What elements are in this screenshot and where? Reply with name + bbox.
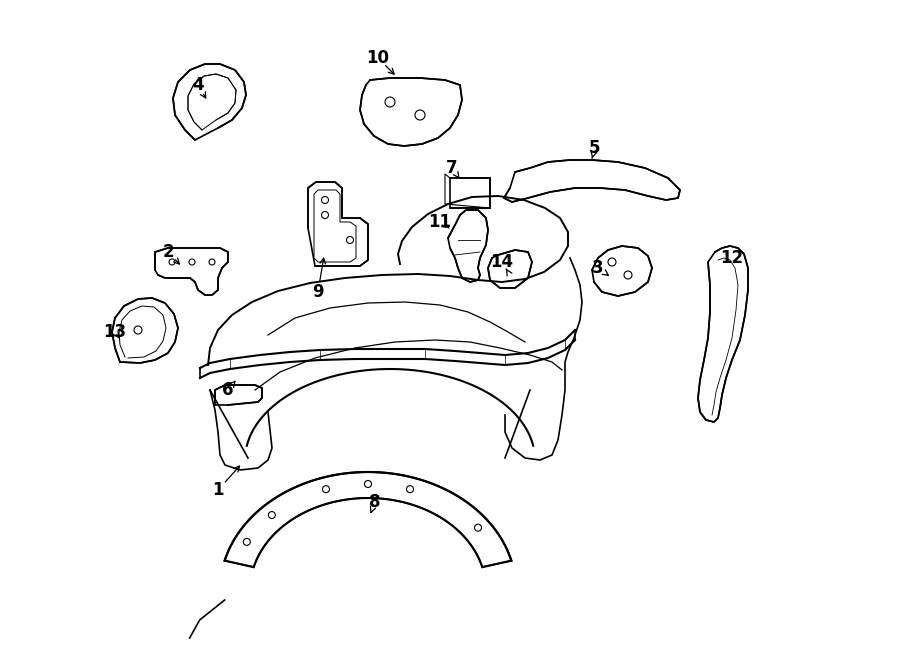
Polygon shape [173,64,246,140]
Text: 8: 8 [369,493,381,511]
Polygon shape [188,74,236,130]
Polygon shape [698,246,748,422]
Polygon shape [308,182,368,266]
Polygon shape [360,78,462,146]
Polygon shape [592,246,652,296]
Polygon shape [504,160,680,202]
Text: 4: 4 [193,76,203,94]
Text: 11: 11 [428,213,452,231]
Text: 5: 5 [590,139,601,157]
Text: 13: 13 [104,323,127,341]
Text: 3: 3 [592,259,604,277]
Text: 2: 2 [162,243,174,261]
Polygon shape [112,298,178,363]
Text: 6: 6 [222,381,234,399]
Polygon shape [155,248,228,295]
Text: 14: 14 [491,253,514,271]
Text: 7: 7 [446,159,458,177]
Polygon shape [448,210,488,282]
Polygon shape [488,250,532,288]
Polygon shape [450,178,490,208]
Polygon shape [314,190,356,262]
Text: 9: 9 [312,283,324,301]
Polygon shape [225,472,511,567]
Text: 1: 1 [212,481,224,499]
Text: 12: 12 [720,249,743,267]
Text: 10: 10 [366,49,390,67]
Polygon shape [215,385,262,405]
